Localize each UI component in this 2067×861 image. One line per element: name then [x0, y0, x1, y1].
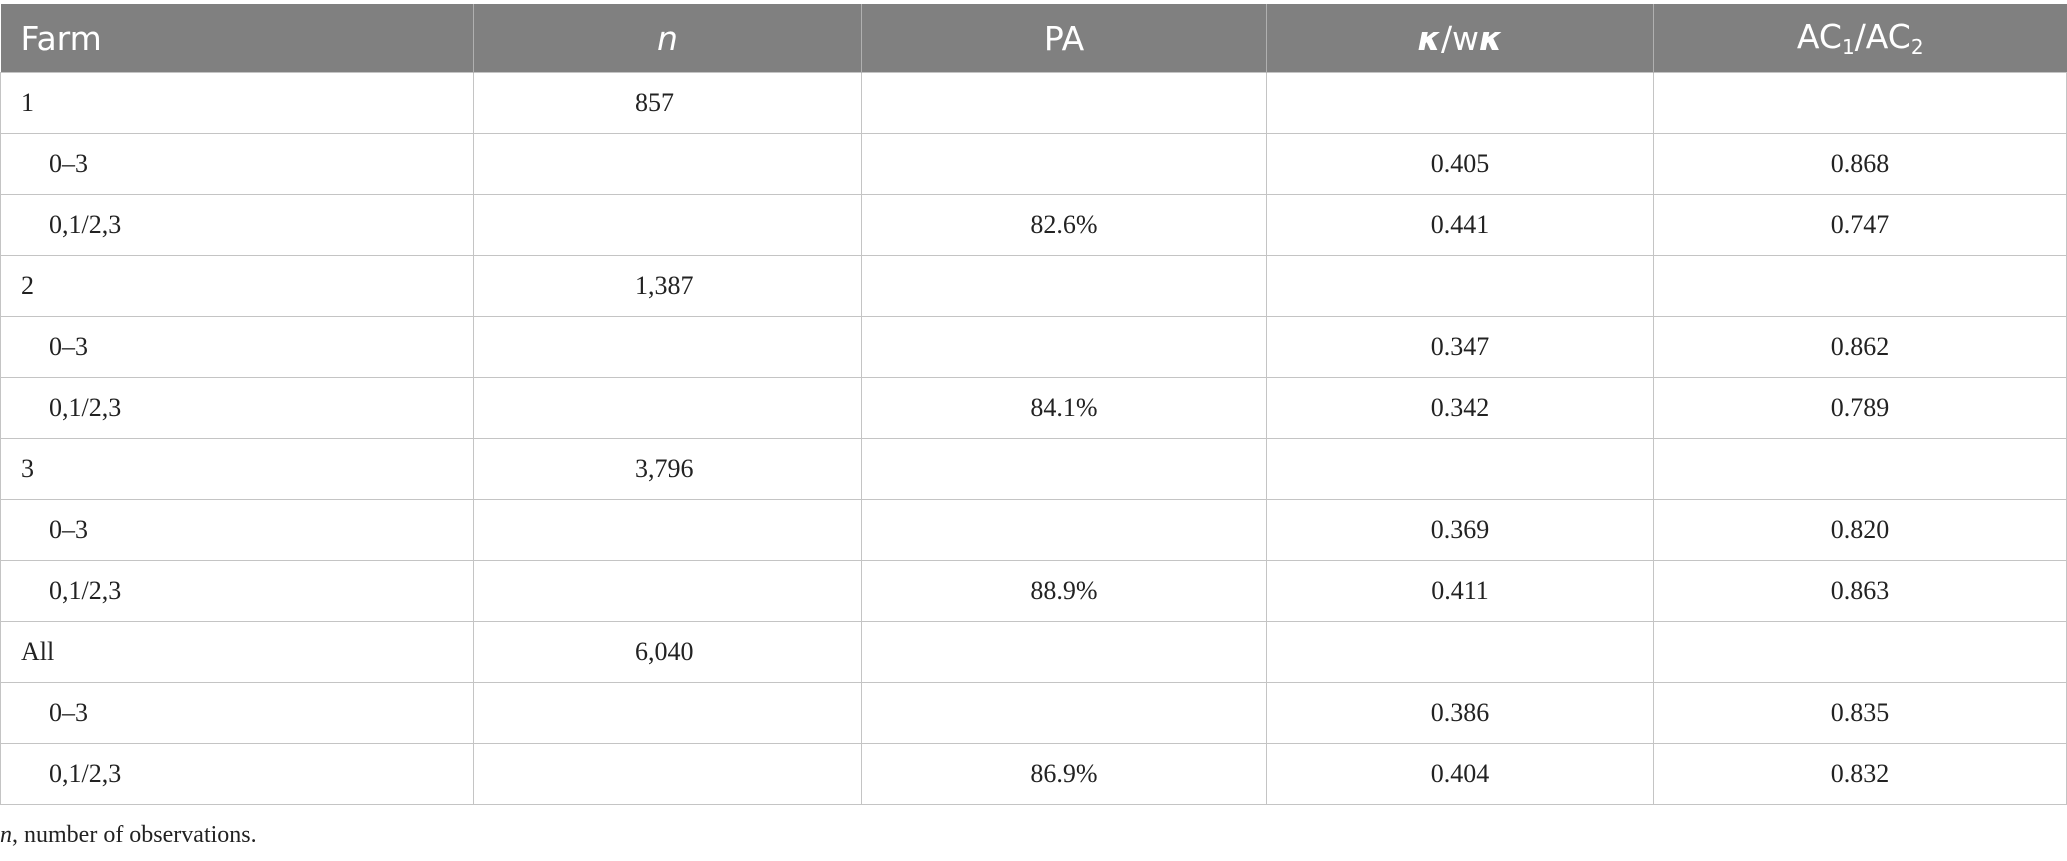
- cell-pa: [861, 682, 1267, 744]
- cell-ac: [1653, 255, 2067, 317]
- header-kappa: κ/wκ: [1266, 4, 1654, 73]
- header-pa: PA: [861, 4, 1267, 73]
- ac-separator: /AC: [1854, 17, 1911, 56]
- cell-pa: [861, 499, 1267, 561]
- cell-farm: 0–3: [0, 499, 474, 561]
- cell-n: [473, 316, 862, 378]
- header-ac: AC1/AC2: [1653, 4, 2067, 73]
- cell-n: [473, 560, 862, 622]
- cell-pa: 86.9%: [861, 743, 1267, 805]
- cell-pa: [861, 438, 1267, 500]
- cell-farm: 0–3: [0, 133, 474, 195]
- cell-farm: 0,1/2,3: [0, 194, 474, 256]
- ac2-subscript: 2: [1910, 35, 1924, 59]
- weighted-kappa-symbol: κ: [1479, 18, 1503, 58]
- cell-pa: [861, 255, 1267, 317]
- cell-farm: 0–3: [0, 316, 474, 378]
- cell-pa: [861, 621, 1267, 683]
- table-footnote: n, number of observations.: [0, 822, 257, 849]
- cell-farm: 0,1/2,3: [0, 560, 474, 622]
- cell-kappa: 0.347: [1266, 316, 1654, 378]
- cell-kappa: [1266, 621, 1654, 683]
- cell-kappa: [1266, 255, 1654, 317]
- cell-farm: 1: [0, 72, 474, 134]
- cell-pa: [861, 72, 1267, 134]
- cell-n: 1,387: [473, 255, 862, 317]
- cell-n: [473, 194, 862, 256]
- table-row: 0,1/2,3 88.9% 0.411 0.863: [0, 560, 2067, 622]
- cell-farm: 2: [0, 255, 474, 317]
- kappa-symbol: κ: [1417, 18, 1441, 58]
- agreement-table: Farm n PA κ/wκ AC1/AC2 1 857 0–3 0.405 0.868…: [0, 4, 2067, 805]
- cell-ac: [1653, 72, 2067, 134]
- cell-pa: 84.1%: [861, 377, 1267, 439]
- cell-ac: 0.747: [1653, 194, 2067, 256]
- table-row: 0,1/2,3 84.1% 0.342 0.789: [0, 377, 2067, 439]
- cell-ac: [1653, 621, 2067, 683]
- table-row: 3 3,796: [0, 438, 2067, 500]
- cell-farm: 0–3: [0, 682, 474, 744]
- cell-n: [473, 743, 862, 805]
- cell-kappa: 0.369: [1266, 499, 1654, 561]
- cell-n: 3,796: [473, 438, 862, 500]
- cell-kappa: 0.404: [1266, 743, 1654, 805]
- cell-kappa: 0.411: [1266, 560, 1654, 622]
- table-row: 1 857: [0, 72, 2067, 134]
- cell-n: 6,040: [473, 621, 862, 683]
- cell-ac: 0.835: [1653, 682, 2067, 744]
- table-row: 0–3 0.405 0.868: [0, 133, 2067, 195]
- cell-kappa: 0.405: [1266, 133, 1654, 195]
- header-farm: Farm: [0, 4, 474, 73]
- table-header-row: Farm n PA κ/wκ AC1/AC2: [0, 4, 2067, 73]
- footnote-symbol: n: [0, 822, 12, 848]
- table-row: 0–3 0.386 0.835: [0, 682, 2067, 744]
- table-row: All 6,040: [0, 621, 2067, 683]
- cell-n: 857: [473, 72, 862, 134]
- cell-ac: [1653, 438, 2067, 500]
- cell-ac: 0.862: [1653, 316, 2067, 378]
- cell-pa: [861, 316, 1267, 378]
- footnote-text: , number of observations.: [12, 822, 257, 848]
- cell-ac: 0.820: [1653, 499, 2067, 561]
- kappa-separator: /w: [1440, 18, 1480, 58]
- cell-ac: 0.863: [1653, 560, 2067, 622]
- cell-n: [473, 377, 862, 439]
- cell-kappa: 0.386: [1266, 682, 1654, 744]
- cell-ac: 0.789: [1653, 377, 2067, 439]
- table-row: 2 1,387: [0, 255, 2067, 317]
- cell-n: [473, 133, 862, 195]
- cell-pa: 88.9%: [861, 560, 1267, 622]
- ac1-subscript: 1: [1841, 35, 1855, 59]
- cell-n: [473, 499, 862, 561]
- results-table-container: Farm n PA κ/wκ AC1/AC2 1 857 0–3 0.405 0.868…: [0, 4, 2067, 805]
- cell-ac: 0.868: [1653, 133, 2067, 195]
- cell-n: [473, 682, 862, 744]
- cell-ac: 0.832: [1653, 743, 2067, 805]
- table-row: 0–3 0.369 0.820: [0, 499, 2067, 561]
- cell-kappa: 0.441: [1266, 194, 1654, 256]
- cell-kappa: [1266, 72, 1654, 134]
- table-body: 1 857 0–3 0.405 0.868 0,1/2,3 82.6% 0.441 0.747 2…: [0, 72, 2067, 805]
- header-n: n: [473, 4, 862, 73]
- cell-kappa: [1266, 438, 1654, 500]
- cell-pa: 82.6%: [861, 194, 1267, 256]
- cell-farm: All: [0, 621, 474, 683]
- cell-farm: 0,1/2,3: [0, 743, 474, 805]
- cell-pa: [861, 133, 1267, 195]
- ac1-base: AC: [1796, 17, 1842, 56]
- table-row: 0,1/2,3 82.6% 0.441 0.747: [0, 194, 2067, 256]
- cell-farm: 3: [0, 438, 474, 500]
- table-row: 0,1/2,3 86.9% 0.404 0.832: [0, 743, 2067, 805]
- cell-kappa: 0.342: [1266, 377, 1654, 439]
- cell-farm: 0,1/2,3: [0, 377, 474, 439]
- table-row: 0–3 0.347 0.862: [0, 316, 2067, 378]
